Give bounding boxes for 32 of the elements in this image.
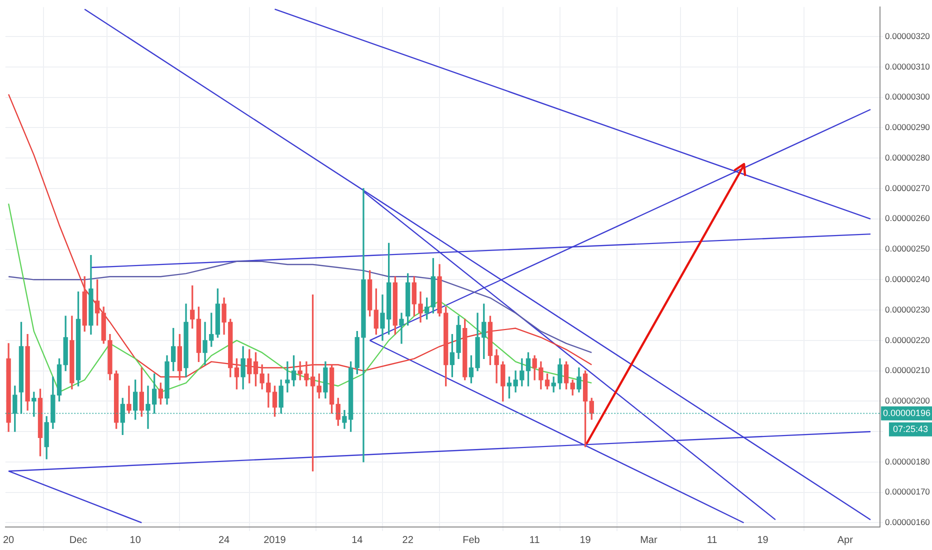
y-tick-label: 0.00000220 [885, 334, 930, 345]
x-tick-label: Mar [640, 534, 658, 546]
x-tick-label: 24 [218, 534, 230, 546]
x-tick-label: 22 [402, 534, 414, 546]
x-tick-label: Apr [837, 534, 854, 546]
ref-line-label: 0.00000196 [883, 408, 931, 418]
x-tick-label: Feb [462, 534, 480, 546]
y-tick-label: 0.00000270 [885, 182, 930, 193]
x-tick-label: 11 [706, 534, 718, 546]
y-tick-label: 0.00000200 [885, 396, 930, 406]
x-tick-label: 11 [529, 534, 540, 546]
y-tick-label: 0.00000230 [885, 304, 930, 314]
y-tick-label: 0.00000310 [885, 61, 930, 72]
text: 07:25:43 [892, 424, 928, 434]
y-tick-label: 0.00000250 [885, 244, 930, 254]
y-tick-label: 0.00000240 [885, 274, 930, 284]
x-tick-label: 19 [757, 534, 769, 546]
x-tick-label: Dec [69, 534, 88, 546]
y-tick-label: 0.00000300 [885, 92, 930, 102]
y-tick-label: 0.00000160 [885, 517, 930, 528]
y-tick-label: 0.00000260 [885, 213, 930, 224]
x-tick-label: 2019 [264, 534, 286, 546]
x-tick-label: 14 [352, 534, 364, 546]
y-tick-label: 0.00000210 [885, 365, 930, 376]
x-tick-label: 10 [130, 534, 142, 546]
y-tick-label: 0.00000280 [885, 152, 930, 162]
y-tick-label: 0.00000170 [885, 486, 930, 497]
y-tick-label: 0.00000180 [885, 456, 930, 466]
x-tick-label: 19 [580, 534, 592, 546]
y-tick-label: 0.00000320 [885, 30, 930, 41]
y-tick-label: 0.00000290 [885, 122, 930, 132]
x-tick-label: 20 [3, 534, 15, 546]
